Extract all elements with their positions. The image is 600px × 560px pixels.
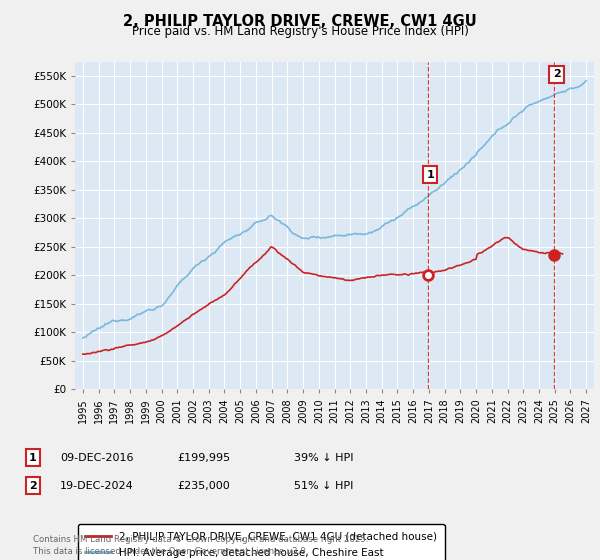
Text: 09-DEC-2016: 09-DEC-2016 <box>60 452 133 463</box>
Text: 1: 1 <box>29 452 37 463</box>
Text: 39% ↓ HPI: 39% ↓ HPI <box>294 452 353 463</box>
Text: Contains HM Land Registry data © Crown copyright and database right 2025.
This d: Contains HM Land Registry data © Crown c… <box>33 535 368 556</box>
Text: 2: 2 <box>553 69 560 80</box>
Legend: 2, PHILIP TAYLOR DRIVE, CREWE, CW1 4GU (detached house), HPI: Average price, det: 2, PHILIP TAYLOR DRIVE, CREWE, CW1 4GU (… <box>77 524 445 560</box>
Text: 2, PHILIP TAYLOR DRIVE, CREWE, CW1 4GU: 2, PHILIP TAYLOR DRIVE, CREWE, CW1 4GU <box>123 14 477 29</box>
Text: £235,000: £235,000 <box>177 480 230 491</box>
Text: 1: 1 <box>427 170 434 180</box>
Text: 2: 2 <box>29 480 37 491</box>
Text: 51% ↓ HPI: 51% ↓ HPI <box>294 480 353 491</box>
Text: £199,995: £199,995 <box>177 452 230 463</box>
Text: 19-DEC-2024: 19-DEC-2024 <box>60 480 134 491</box>
Text: Price paid vs. HM Land Registry's House Price Index (HPI): Price paid vs. HM Land Registry's House … <box>131 25 469 38</box>
